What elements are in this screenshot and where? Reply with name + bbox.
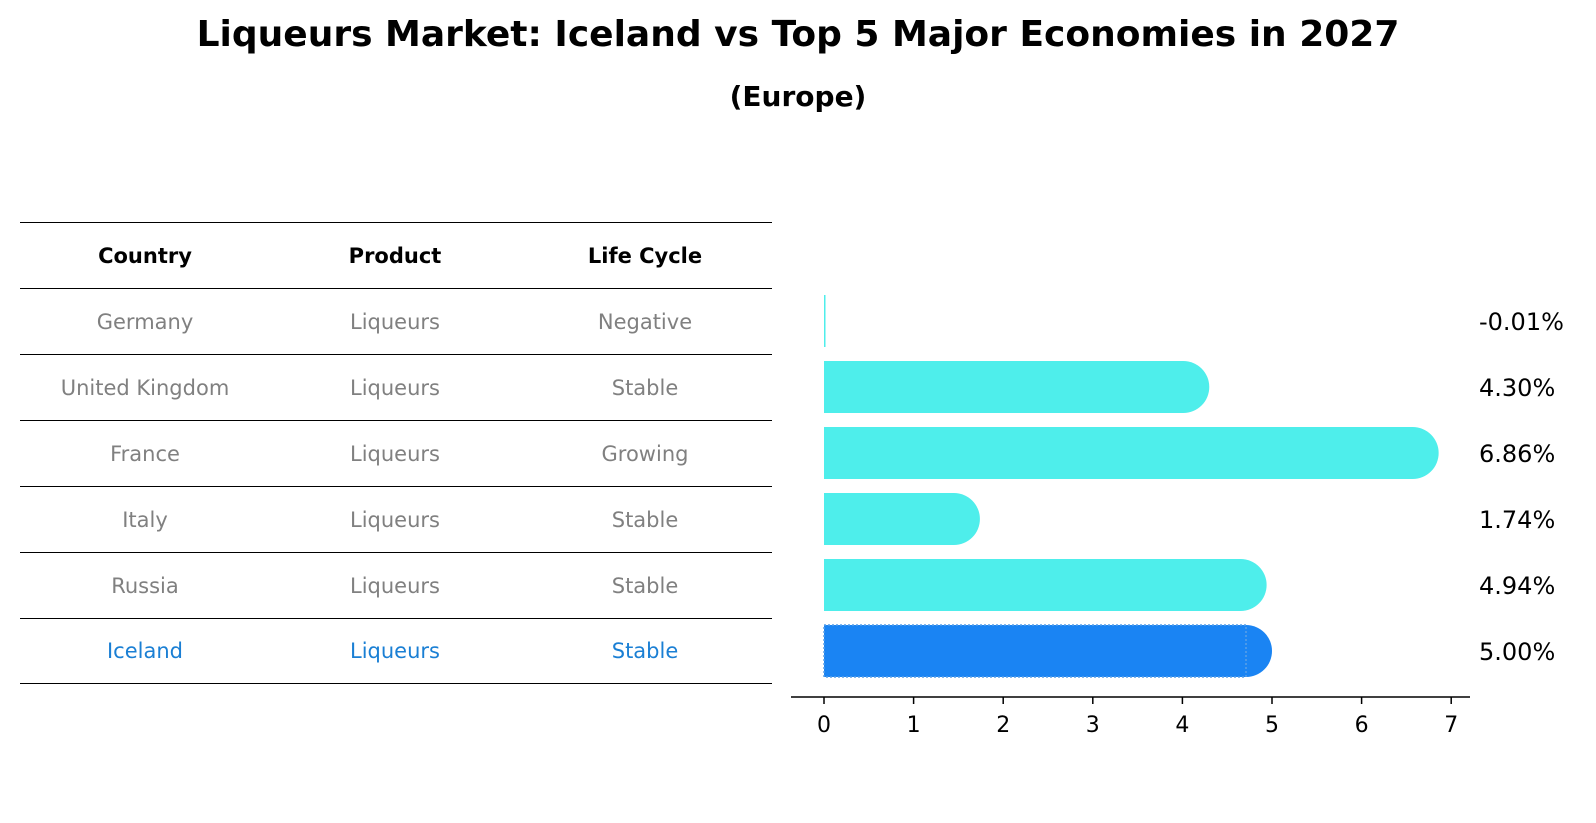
- table-cell-product: Liqueurs: [350, 441, 440, 466]
- table-cell-life-cycle: Stable: [611, 639, 679, 663]
- bar-germany: [824, 295, 826, 347]
- table-row: France Liqueurs Growing: [20, 420, 772, 486]
- table-cell-country: United Kingdom: [60, 375, 230, 400]
- x-tick-label: 4: [1175, 713, 1189, 738]
- table-row: United Kingdom Liqueurs Stable: [20, 354, 772, 420]
- x-tick-label: 5: [1265, 713, 1279, 738]
- table-cell-product: Liqueurs: [350, 573, 440, 598]
- x-tick-label: 1: [907, 713, 921, 738]
- table-header-product: Product: [348, 243, 442, 268]
- table-cell-life-cycle: Negative: [597, 309, 693, 334]
- data-table: Country Product Life Cycle Germany Lique…: [20, 222, 772, 684]
- x-tick-label: 3: [1086, 713, 1100, 738]
- table-cell-product: Liqueurs: [350, 309, 440, 334]
- bar-highlight-outline: [823, 624, 1247, 678]
- value-label: 4.30%: [1479, 374, 1555, 402]
- table-cell-country: Iceland: [106, 639, 183, 663]
- table-cell-country: France: [110, 441, 180, 466]
- table-row-highlight: Iceland Liqueurs Stable: [20, 618, 772, 684]
- table-cell-product: Liqueurs: [350, 507, 440, 532]
- table-row: Italy Liqueurs Stable: [20, 486, 772, 552]
- table-cell-country: Germany: [96, 309, 194, 334]
- bar-france: [824, 427, 1439, 479]
- table-cell-product: Liqueurs: [350, 639, 440, 663]
- table-cell-country: Russia: [111, 573, 179, 598]
- chart-subtitle: (Europe): [729, 80, 867, 113]
- chart-title: Liqueurs Market: Iceland vs Top 5 Major …: [196, 14, 1400, 55]
- table-cell-life-cycle: Stable: [611, 573, 679, 598]
- table-cell-country: Italy: [122, 507, 168, 532]
- table-header-life-cycle: Life Cycle: [587, 243, 703, 268]
- x-tick-label: 7: [1444, 713, 1458, 738]
- value-label: 5.00%: [1479, 638, 1555, 666]
- table-row: Germany Liqueurs Negative: [20, 288, 772, 354]
- table-row: Russia Liqueurs Stable: [20, 552, 772, 618]
- bar-italy: [824, 493, 980, 545]
- value-label: -0.01%: [1479, 308, 1564, 336]
- value-label: 4.94%: [1479, 572, 1555, 600]
- table-cell-life-cycle: Stable: [611, 507, 679, 532]
- table-cell-life-cycle: Stable: [611, 375, 679, 400]
- x-tick-label: 0: [817, 713, 831, 738]
- value-label: 1.74%: [1479, 506, 1555, 534]
- bar-united-kingdom: [824, 361, 1210, 413]
- table-cell-product: Liqueurs: [350, 375, 440, 400]
- table-header-country: Country: [98, 243, 192, 268]
- x-tick-label: 2: [996, 713, 1010, 738]
- x-tick-label: 6: [1355, 713, 1369, 738]
- table-cell-life-cycle: Growing: [601, 441, 689, 466]
- bar-iceland: [824, 625, 1272, 677]
- table-header-row: Country Product Life Cycle: [20, 222, 772, 288]
- bar-russia: [824, 559, 1267, 611]
- value-label: 6.86%: [1479, 440, 1555, 468]
